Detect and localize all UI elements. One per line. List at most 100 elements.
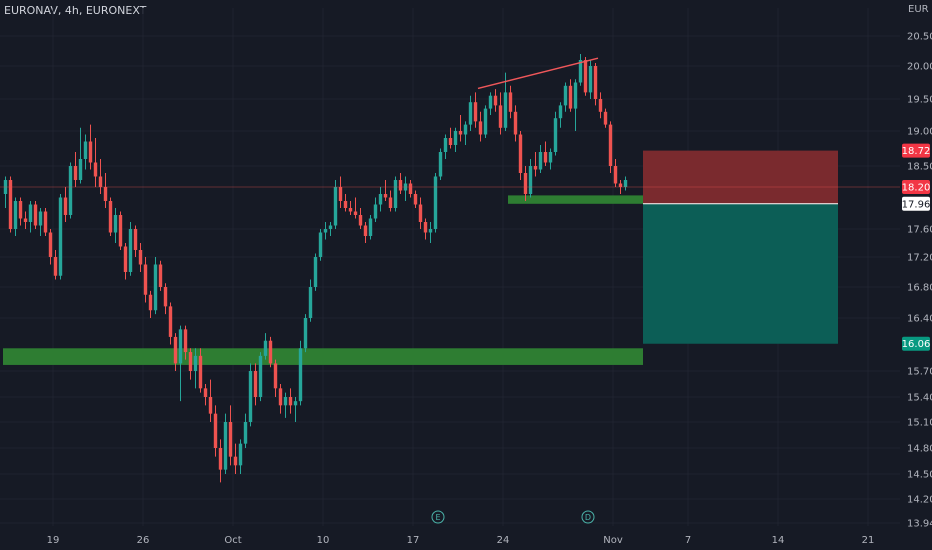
- candle-body: [268, 340, 273, 364]
- candle-body: [558, 105, 563, 119]
- candle-body: [223, 422, 228, 470]
- price-tick-label: 20.50: [907, 32, 932, 43]
- price-badge-label: 17.96: [902, 199, 931, 210]
- candle-body: [383, 194, 388, 198]
- price-tick-label: 19.50: [907, 95, 932, 106]
- price-badge: 16.06: [902, 336, 930, 351]
- candle-body: [138, 250, 143, 265]
- candle-body: [448, 138, 453, 145]
- price-tick-label: 14.20: [907, 495, 932, 506]
- candle-body: [418, 204, 423, 222]
- candle-body: [353, 211, 358, 215]
- candle-body: [623, 180, 628, 187]
- candle-body: [103, 187, 108, 201]
- candle-body: [463, 124, 468, 135]
- zones-layer: [3, 150, 838, 365]
- candle-body: [18, 201, 23, 219]
- event-label: E: [435, 513, 440, 522]
- time-tick-label: Oct: [224, 535, 241, 546]
- candle-body: [248, 371, 253, 422]
- candle-body: [413, 194, 418, 205]
- candles-layer: [3, 54, 628, 483]
- stop-loss-zone: [643, 150, 838, 204]
- time-axis[interactable]: 1926Oct101724Nov7142125Dec121923: [47, 535, 932, 546]
- candle-body: [548, 152, 553, 163]
- candle-body: [303, 318, 308, 349]
- candle-body: [273, 363, 278, 389]
- candle-body: [263, 340, 268, 356]
- candle-body: [173, 336, 178, 364]
- candle-body: [433, 176, 438, 229]
- candle-body: [368, 218, 373, 236]
- candle-body: [278, 388, 283, 406]
- candle-body: [523, 173, 528, 194]
- candle-body: [603, 111, 608, 125]
- candle-body: [328, 225, 333, 229]
- candle-body: [28, 204, 33, 222]
- candle-body: [608, 124, 613, 166]
- candle-body: [143, 264, 148, 295]
- symbol-title[interactable]: EURONAV, 4h, EURONEXT: [4, 4, 147, 17]
- time-tick-label: 17: [407, 535, 420, 546]
- candle-body: [98, 176, 103, 187]
- candle-body: [553, 118, 558, 152]
- candle-body: [313, 257, 318, 287]
- candle-body: [338, 187, 343, 201]
- candle-body: [13, 201, 18, 229]
- time-tick-label: 10: [317, 535, 330, 546]
- candle-body: [213, 413, 218, 448]
- candle-body: [108, 201, 113, 233]
- candle-body: [488, 95, 493, 109]
- candle-body: [48, 232, 53, 257]
- candle-body: [298, 348, 303, 402]
- candle-body: [43, 211, 48, 233]
- candle-body: [68, 166, 73, 215]
- price-tick-label: 17.60: [907, 225, 932, 236]
- price-tick-label: 18.50: [907, 162, 932, 173]
- event-marker-e: E: [431, 510, 445, 524]
- price-tick-label: 16.40: [907, 314, 932, 325]
- candle-body: [73, 166, 78, 180]
- candle-body: [288, 397, 293, 406]
- price-badge: 18.20: [902, 180, 930, 194]
- candle-body: [563, 85, 568, 106]
- support-zone-low: [3, 348, 643, 365]
- time-tick-label: 26: [137, 535, 150, 546]
- candle-body: [453, 131, 458, 145]
- candle-body: [178, 329, 183, 364]
- candle-body: [198, 355, 203, 389]
- candle-body: [598, 99, 603, 112]
- candle-body: [158, 264, 163, 287]
- event-label: D: [585, 513, 591, 522]
- candle-body: [388, 197, 393, 208]
- candle-body: [118, 215, 123, 247]
- candle-body: [428, 229, 433, 233]
- candle-body: [408, 183, 413, 194]
- candle-body: [153, 264, 158, 311]
- price-axis[interactable]: 20.50 20.00 19.50 19.00 18.50 17.60 17.20 16.80…: [907, 32, 932, 530]
- event-circle: [431, 510, 445, 524]
- price-badge-bg: [902, 180, 930, 194]
- candle-body: [128, 229, 133, 272]
- candle-body: [168, 306, 173, 337]
- candle-body: [493, 95, 498, 106]
- candle-body: [423, 222, 428, 233]
- price-badge: 17.96: [902, 196, 931, 211]
- candle-body: [238, 443, 243, 466]
- candle-body: [438, 152, 443, 177]
- price-tick-label: 20.00: [907, 62, 932, 73]
- price-tick-label: 16.80: [907, 283, 932, 294]
- candle-body: [183, 329, 188, 353]
- candle-body: [308, 287, 313, 318]
- candle-body: [203, 388, 208, 397]
- price-tick-label: 15.10: [907, 418, 932, 429]
- currency-label: EUR: [908, 4, 929, 15]
- candle-body: [613, 166, 618, 184]
- candle-body: [518, 134, 523, 173]
- candle-body: [473, 102, 478, 122]
- time-tick-label: 21: [862, 535, 875, 546]
- event-marker-d: D: [581, 510, 595, 524]
- candle-body: [53, 257, 58, 276]
